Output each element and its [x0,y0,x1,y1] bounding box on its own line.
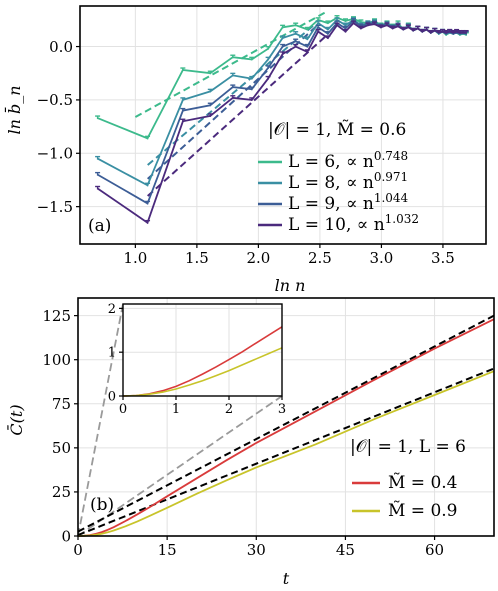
legend-label-3: L = 9, ∝ n1.044 [288,191,409,214]
x-tick-label: 0 [73,541,83,559]
x-tick-label: 3.0 [369,249,393,267]
panel-a-y-ticks: −1.5 −1.0 −0.5 0.0 [37,38,80,216]
inset-x-ticks: 0 1 2 3 [119,396,286,417]
y-tick-label: 0 [108,390,116,405]
y-tick-label: 25 [52,483,71,501]
legend-exponent: 1.044 [374,191,409,205]
panel-b-x-axis-label: t [283,569,290,588]
panel-a-grid [80,6,486,244]
legend-exponent: 1.032 [385,212,419,226]
x-tick-label: 1 [172,402,180,417]
zoom-guide-line [77,395,283,537]
panel-b-fit-lines [77,314,495,537]
x-tick-label: 2 [225,402,233,417]
y-tick-label: 125 [42,307,71,325]
series-line-3 [97,19,467,205]
panel-b-legend-title: |𝒪| = 1, L = 6 [350,437,466,457]
inset-series [122,326,283,397]
legend-exponent: 0.748 [374,149,408,163]
y-tick-label: 0.0 [49,38,73,56]
y-tick-label: 2 [108,302,116,317]
inset-series-line-2 [122,347,283,397]
panel-b-frame [77,297,495,537]
x-tick-label: 0 [119,402,127,417]
inset-frame [122,303,283,397]
panel-a-label: (a) [88,216,111,236]
x-tick-label: 1.0 [123,249,147,267]
inset-zoom-lines [77,303,283,537]
x-tick-label: 30 [247,541,266,559]
x-tick-label: 15 [158,541,177,559]
panel-a-x-ticks: 1.0 1.5 2.0 2.5 3.0 3.5 [123,244,455,267]
inset-background [123,304,282,396]
fit-line-4 [147,35,327,197]
panel-a-series [95,15,469,225]
legend-label-4: L = 10, ∝ n1.032 [288,212,419,235]
zoom-guide-line [77,303,124,537]
panel-b-x-ticks: 0 15 30 45 60 [73,536,444,559]
panel-b-legend: |𝒪| = 1, L = 6 M̃ = 0.4 M̃ = 0.9 [350,437,466,521]
y-tick-label: −1.0 [37,145,73,163]
x-tick-label: 60 [425,541,444,559]
panel-b-series [77,318,495,537]
panel-a-legend-title: |𝒪| = 1, M̃ = 0.6 [268,120,406,140]
panel-a-frame [79,5,487,245]
panel-a: 1.0 1.5 2.0 2.5 3.0 3.5 −1.5−1.0−0.50.0 ln n … [3,5,487,295]
x-tick-label: 3 [278,402,286,417]
y-tick-label: 100 [42,351,71,369]
panel-b-y-axis-label: C̄(t) [5,404,26,435]
series-line-2 [77,370,495,537]
inset-y-ticks: 0 1 2 [108,302,123,405]
x-tick-label: 1.5 [185,249,209,267]
x-tick-label: 2.5 [308,249,332,267]
legend-label-1: M̃ = 0.4 [388,473,458,493]
linear-fit-1 [77,314,495,533]
legend-exponent: 0.971 [374,170,408,184]
y-tick-label: 75 [52,395,71,413]
y-tick-label: 1 [108,346,116,361]
panel-b-inset: 0 1 2 3 0 1 2 [108,302,286,417]
legend-label-2: L = 8, ∝ n0.971 [288,170,408,193]
panel-a-y-axis-label: ln b̄_n [3,85,24,134]
panel-b-y-ticks: 0 25 50 75 100 125 [42,307,78,545]
x-tick-label: 45 [336,541,355,559]
y-tick-label: −1.5 [37,198,73,216]
legend-label-1: L = 6, ∝ n0.748 [288,149,408,172]
panel-b-label: (b) [90,495,114,515]
legend-label-2: M̃ = 0.9 [388,501,458,521]
x-tick-label: 2.0 [246,249,270,267]
linear-fit-2 [77,367,495,537]
y-tick-label: −0.5 [37,91,73,109]
y-tick-label: 50 [52,439,71,457]
panel-a-x-axis-label: ln n [275,276,306,295]
y-tick-label: 0 [61,527,71,545]
x-tick-label: 3.5 [431,249,455,267]
